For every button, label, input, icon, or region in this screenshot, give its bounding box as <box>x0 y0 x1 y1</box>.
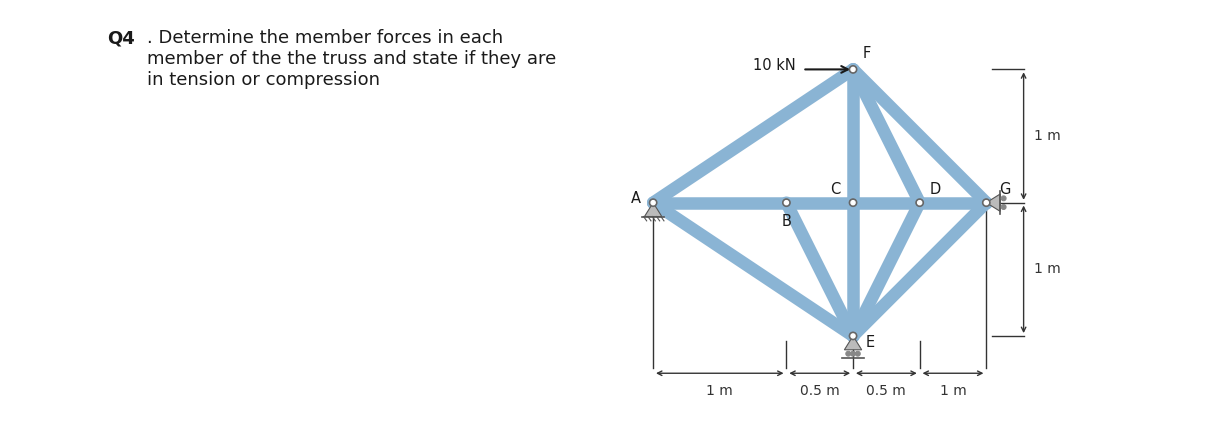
Circle shape <box>917 200 922 205</box>
Circle shape <box>916 199 923 206</box>
Circle shape <box>850 351 855 356</box>
Circle shape <box>852 200 855 205</box>
Circle shape <box>849 332 856 340</box>
Text: D: D <box>930 182 941 197</box>
Circle shape <box>852 67 855 71</box>
Circle shape <box>855 351 860 356</box>
Polygon shape <box>644 203 662 216</box>
Text: 1 m: 1 m <box>1035 129 1061 143</box>
Circle shape <box>983 199 990 206</box>
Text: 1 m: 1 m <box>706 384 733 398</box>
Circle shape <box>782 199 790 206</box>
Circle shape <box>849 199 856 206</box>
Circle shape <box>852 334 855 338</box>
Polygon shape <box>844 336 861 350</box>
Circle shape <box>849 66 856 73</box>
Text: Q4: Q4 <box>107 29 135 48</box>
Text: 0.5 m: 0.5 m <box>799 384 839 398</box>
Text: B: B <box>781 214 791 229</box>
Circle shape <box>984 200 989 205</box>
Text: G: G <box>1000 182 1010 197</box>
Circle shape <box>1001 205 1006 210</box>
Text: 1 m: 1 m <box>940 384 967 398</box>
Text: A: A <box>631 191 640 206</box>
Text: . Determine the member forces in each
member of the the truss and state if they : . Determine the member forces in each me… <box>147 29 556 89</box>
Text: F: F <box>862 46 871 61</box>
Text: C: C <box>831 182 841 197</box>
Text: 1 m: 1 m <box>1035 262 1061 276</box>
Circle shape <box>1001 196 1006 201</box>
Circle shape <box>651 200 655 205</box>
Text: 0.5 m: 0.5 m <box>866 384 906 398</box>
Circle shape <box>785 200 788 205</box>
Text: 10 kN: 10 kN <box>753 58 796 73</box>
Polygon shape <box>986 194 1001 211</box>
Text: E: E <box>866 335 875 350</box>
Circle shape <box>649 199 657 206</box>
Circle shape <box>845 351 850 356</box>
